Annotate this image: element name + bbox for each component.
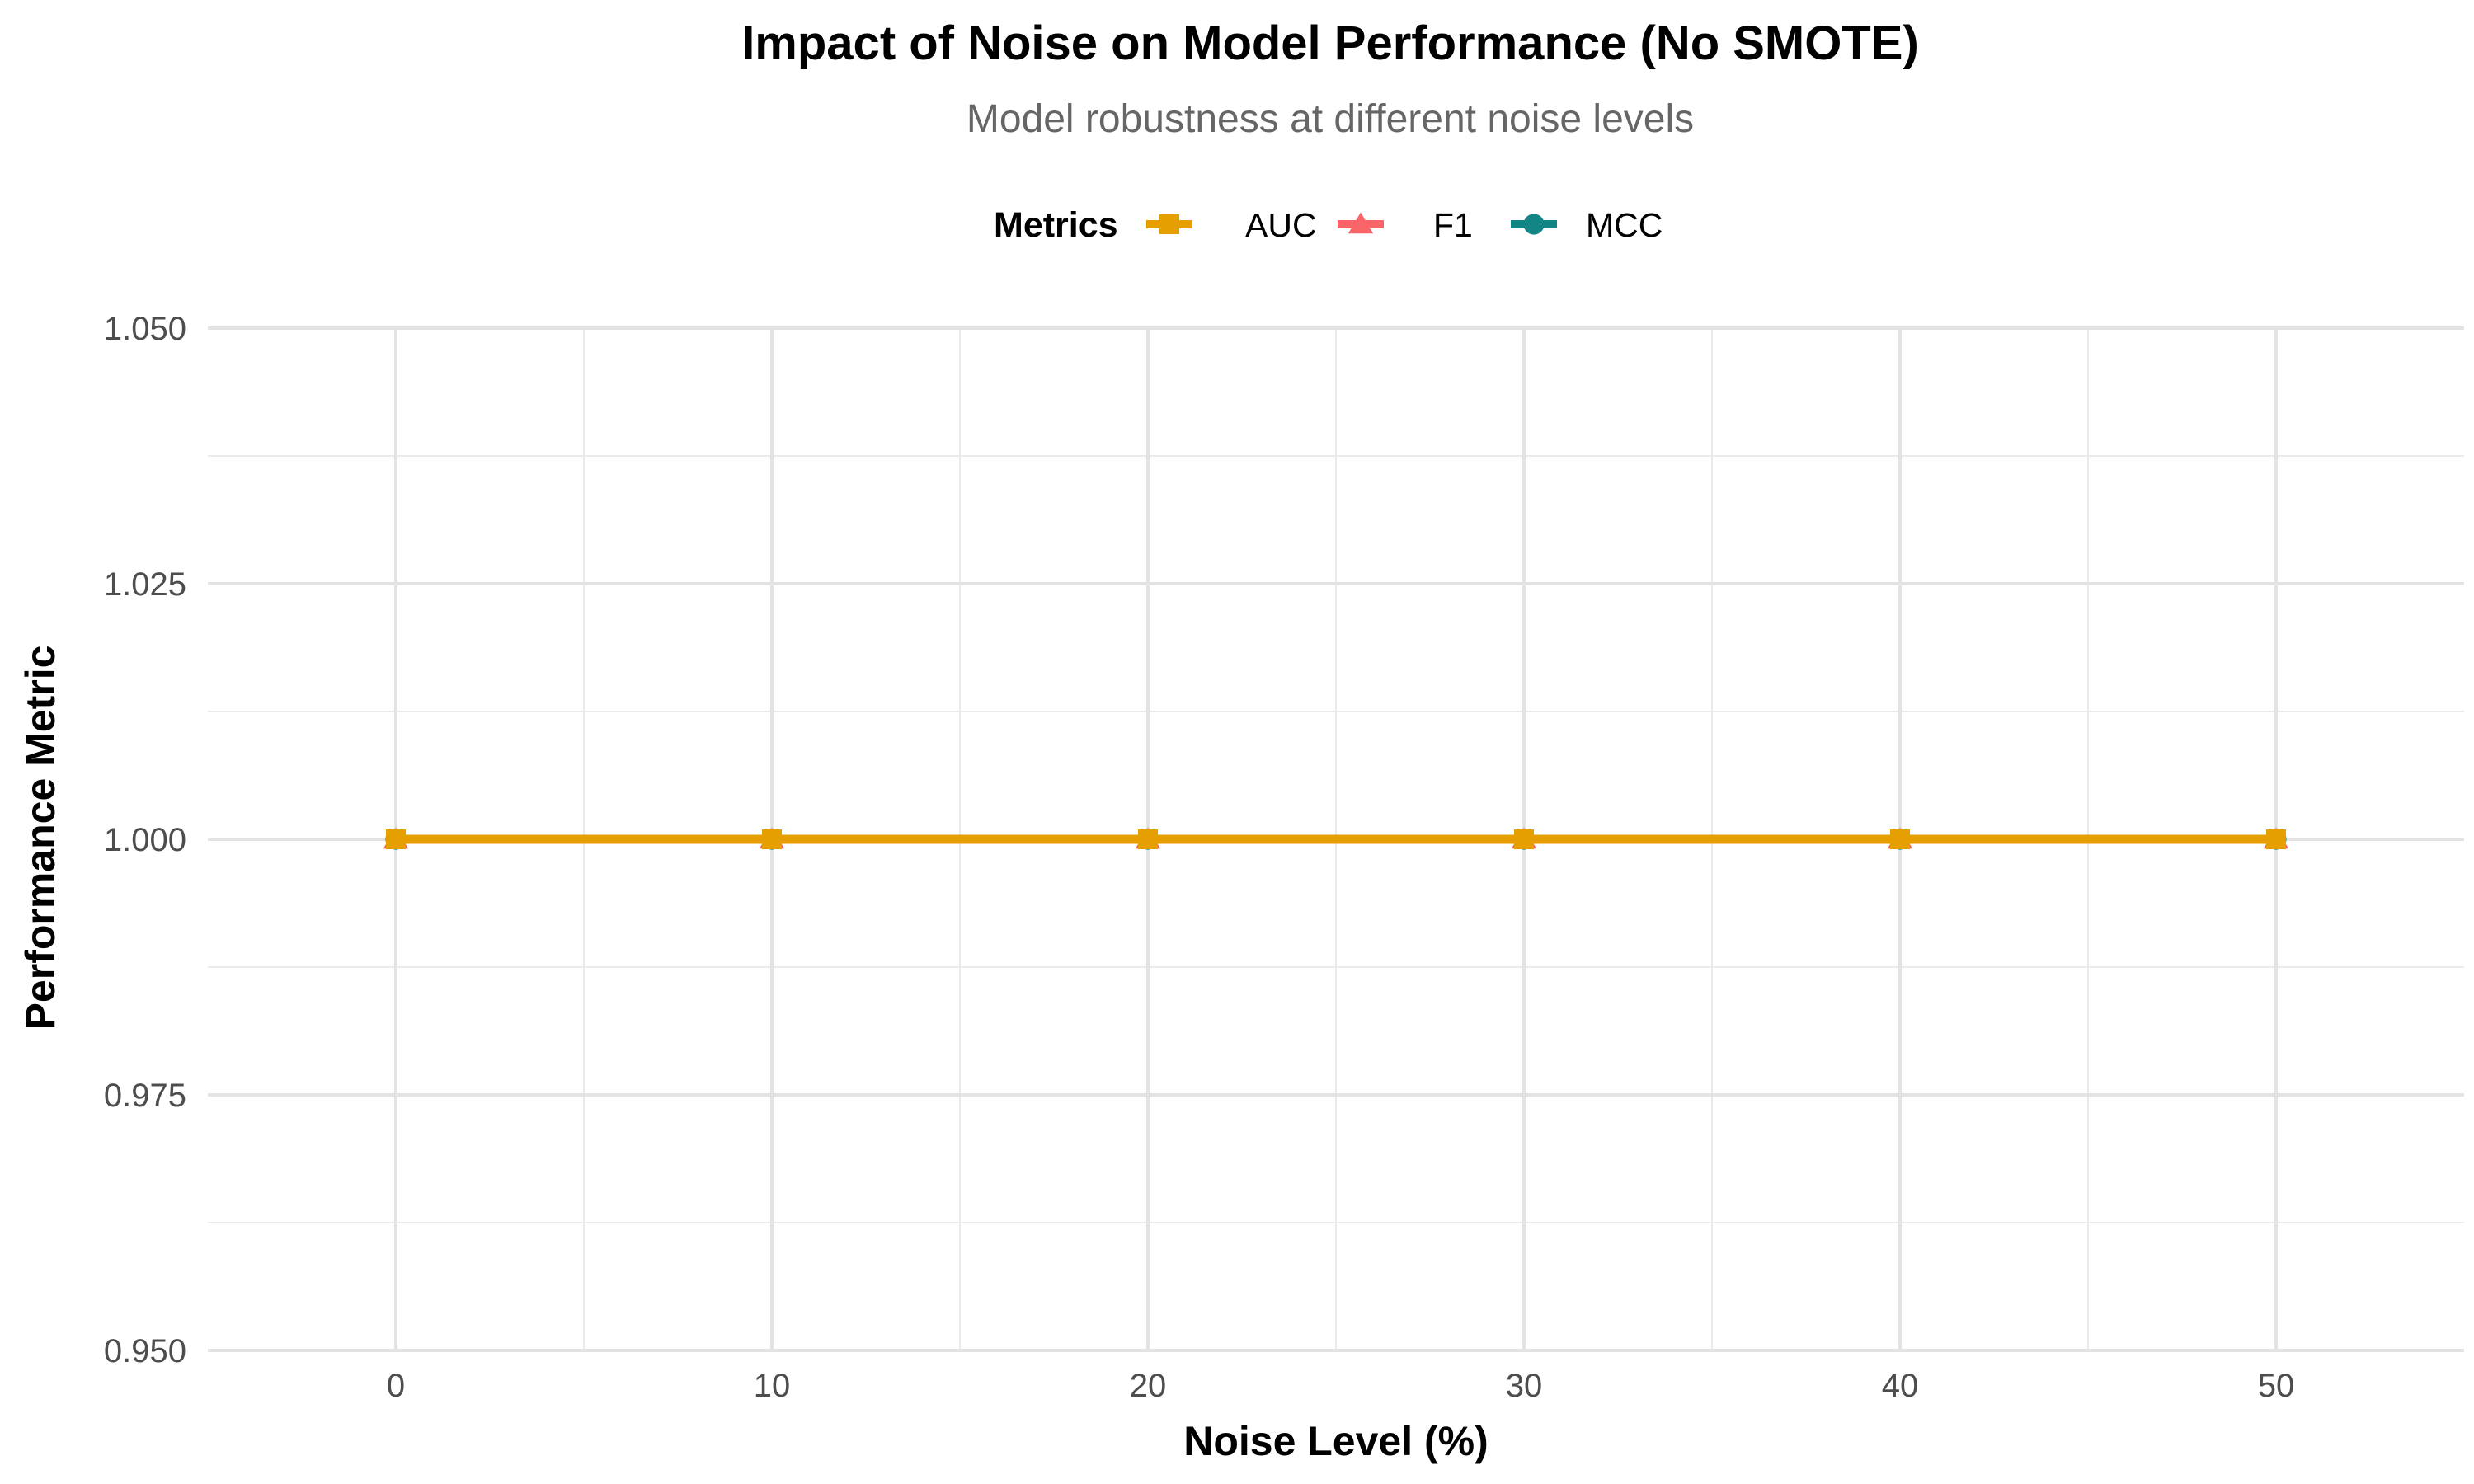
x-tick-label: 0 — [387, 1368, 405, 1404]
legend-key-marker — [1523, 214, 1545, 235]
x-tick-label: 30 — [1506, 1368, 1543, 1404]
y-tick-label: 0.950 — [104, 1333, 186, 1369]
axis-ticks: 0 10 20 30 40 50 0.950 0.975 1.000 1.025 1.050 — [104, 311, 2294, 1404]
legend-label: AUC — [1245, 206, 1317, 244]
legend-item-mcc: MCC — [1511, 206, 1663, 244]
y-tick-label: 1.000 — [104, 822, 186, 858]
data-point-auc — [1890, 829, 1910, 849]
legend: Metrics AUC F1 MCC — [994, 205, 1663, 245]
legend-key-marker — [1159, 214, 1179, 234]
y-tick-label: 1.050 — [104, 311, 186, 347]
legend-item-auc: AUC — [1146, 206, 1317, 244]
legend-title: Metrics — [994, 205, 1118, 245]
data-point-auc — [2266, 829, 2286, 849]
legend-item-f1: F1 — [1338, 206, 1473, 244]
y-tick-label: 1.025 — [104, 566, 186, 603]
plot-series — [383, 827, 2289, 850]
chart-subtitle: Model robustness at different noise leve… — [967, 97, 1694, 141]
x-axis-title: Noise Level (%) — [1183, 1418, 1489, 1464]
data-point-auc — [386, 829, 406, 849]
y-tick-label: 0.975 — [104, 1078, 186, 1114]
x-tick-label: 40 — [1882, 1368, 1919, 1404]
data-point-auc — [762, 829, 782, 849]
data-point-auc — [1138, 829, 1158, 849]
legend-label: F1 — [1433, 206, 1473, 244]
data-point-auc — [1514, 829, 1534, 849]
chart-title: Impact of Noise on Model Performance (No… — [741, 16, 1919, 70]
legend-label: MCC — [1586, 206, 1663, 244]
legend-key-marker — [1348, 212, 1374, 234]
series-auc — [386, 829, 2286, 849]
y-axis-title: Performance Metric — [17, 646, 63, 1031]
x-tick-label: 50 — [2258, 1368, 2295, 1404]
x-tick-label: 20 — [1130, 1368, 1167, 1404]
x-tick-label: 10 — [754, 1368, 791, 1404]
